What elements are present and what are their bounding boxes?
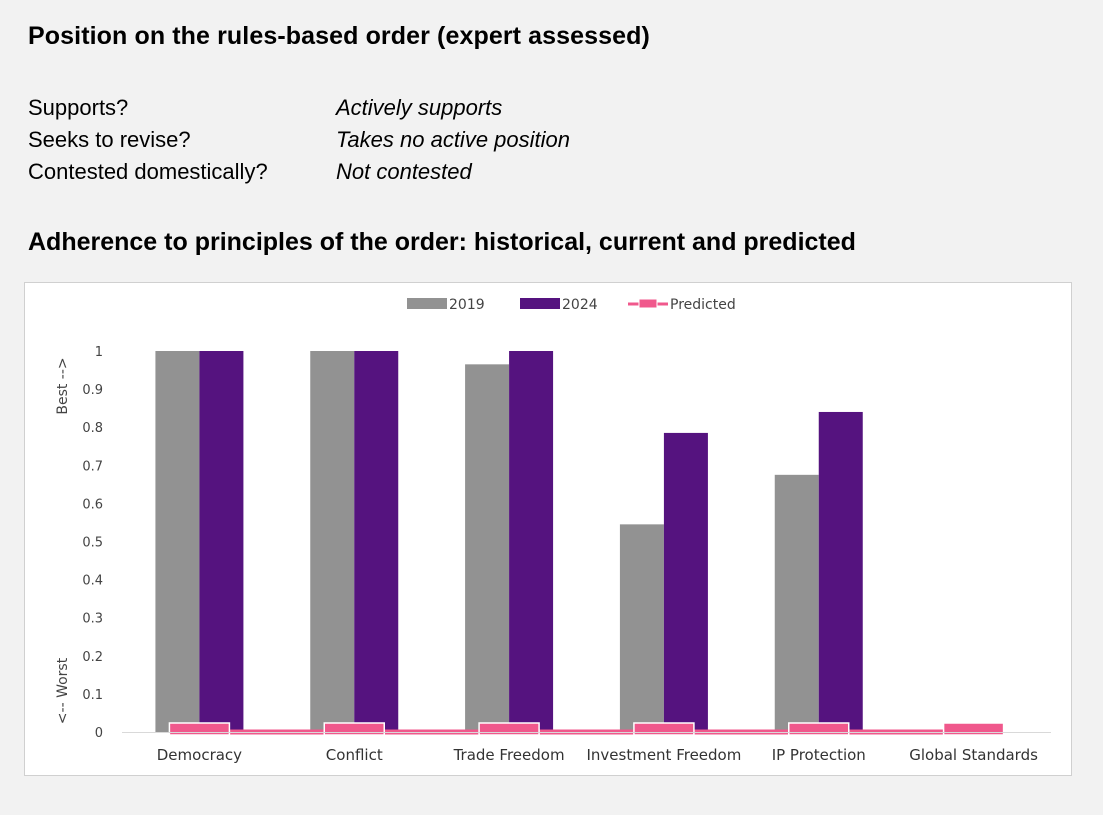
predicted-marker [324, 723, 384, 735]
page-title: Position on the rules-based order (exper… [28, 22, 650, 51]
y-tick-label: 0.5 [82, 536, 103, 551]
bar-2024 [354, 351, 398, 732]
y-tick-label: 0.8 [82, 421, 103, 436]
y-tick-label: 1 [95, 345, 103, 360]
y-tick-label: 0.2 [82, 650, 103, 665]
position-row-revise: Seeks to revise? Takes no active positio… [28, 124, 570, 156]
legend-label: 2019 [449, 297, 485, 313]
x-category-label: Trade Freedom [453, 746, 565, 764]
position-question: Seeks to revise? [28, 124, 336, 156]
legend-swatch [520, 298, 560, 309]
x-category-label: IP Protection [772, 746, 866, 764]
bar-2024 [199, 351, 243, 732]
y-tick-label: 0.3 [82, 612, 103, 627]
legend-label: Predicted [670, 297, 736, 313]
bar-2019 [155, 351, 199, 732]
position-row-contested: Contested domestically? Not contested [28, 156, 570, 188]
position-answer: Not contested [336, 156, 472, 188]
predicted-marker [634, 723, 694, 735]
predicted-marker [479, 723, 539, 735]
y-tick-label: 0.9 [82, 383, 103, 398]
x-category-label: Democracy [157, 746, 242, 764]
section-title: Adherence to principles of the order: hi… [28, 228, 856, 257]
bar-2024 [664, 433, 708, 732]
bar-2019 [310, 351, 354, 732]
position-row-supports: Supports? Actively supports [28, 92, 570, 124]
y-tick-label: 0 [95, 726, 103, 741]
legend-label: 2024 [562, 297, 598, 313]
position-answer: Takes no active position [336, 124, 570, 156]
predicted-marker [169, 723, 229, 735]
chart-container: 0 0.1 0.2 0.3 0.4 0.5 0.6 0.7 0.8 0.9 1 Best --> <--… [24, 282, 1072, 776]
y-axis-label-worst: <-- Worst [55, 657, 71, 724]
x-category-label: Conflict [326, 746, 383, 764]
y-tick-label: 0.7 [82, 459, 103, 474]
position-question: Contested domestically? [28, 156, 336, 188]
bar-2024 [819, 412, 863, 732]
bar-2024 [509, 351, 553, 732]
bar-2019 [775, 475, 819, 732]
x-category-label: Global Standards [909, 746, 1038, 764]
position-table: Supports? Actively supports Seeks to rev… [28, 92, 570, 188]
y-axis-label-best: Best --> [55, 357, 71, 414]
y-tick-label: 0.4 [82, 574, 103, 589]
predicted-marker [944, 723, 1004, 735]
predicted-marker [789, 723, 849, 735]
y-tick-label: 0.6 [82, 497, 103, 512]
legend-swatch [407, 298, 447, 309]
legend-swatch-marker [639, 299, 657, 308]
bar-chart: 0 0.1 0.2 0.3 0.4 0.5 0.6 0.7 0.8 0.9 1 Best --> <--… [25, 283, 1071, 775]
position-question: Supports? [28, 92, 336, 124]
bar-2019 [465, 364, 509, 732]
bar-2019 [620, 524, 664, 732]
position-answer: Actively supports [336, 92, 502, 124]
x-category-label: Investment Freedom [586, 746, 741, 764]
y-tick-label: 0.1 [82, 688, 103, 703]
